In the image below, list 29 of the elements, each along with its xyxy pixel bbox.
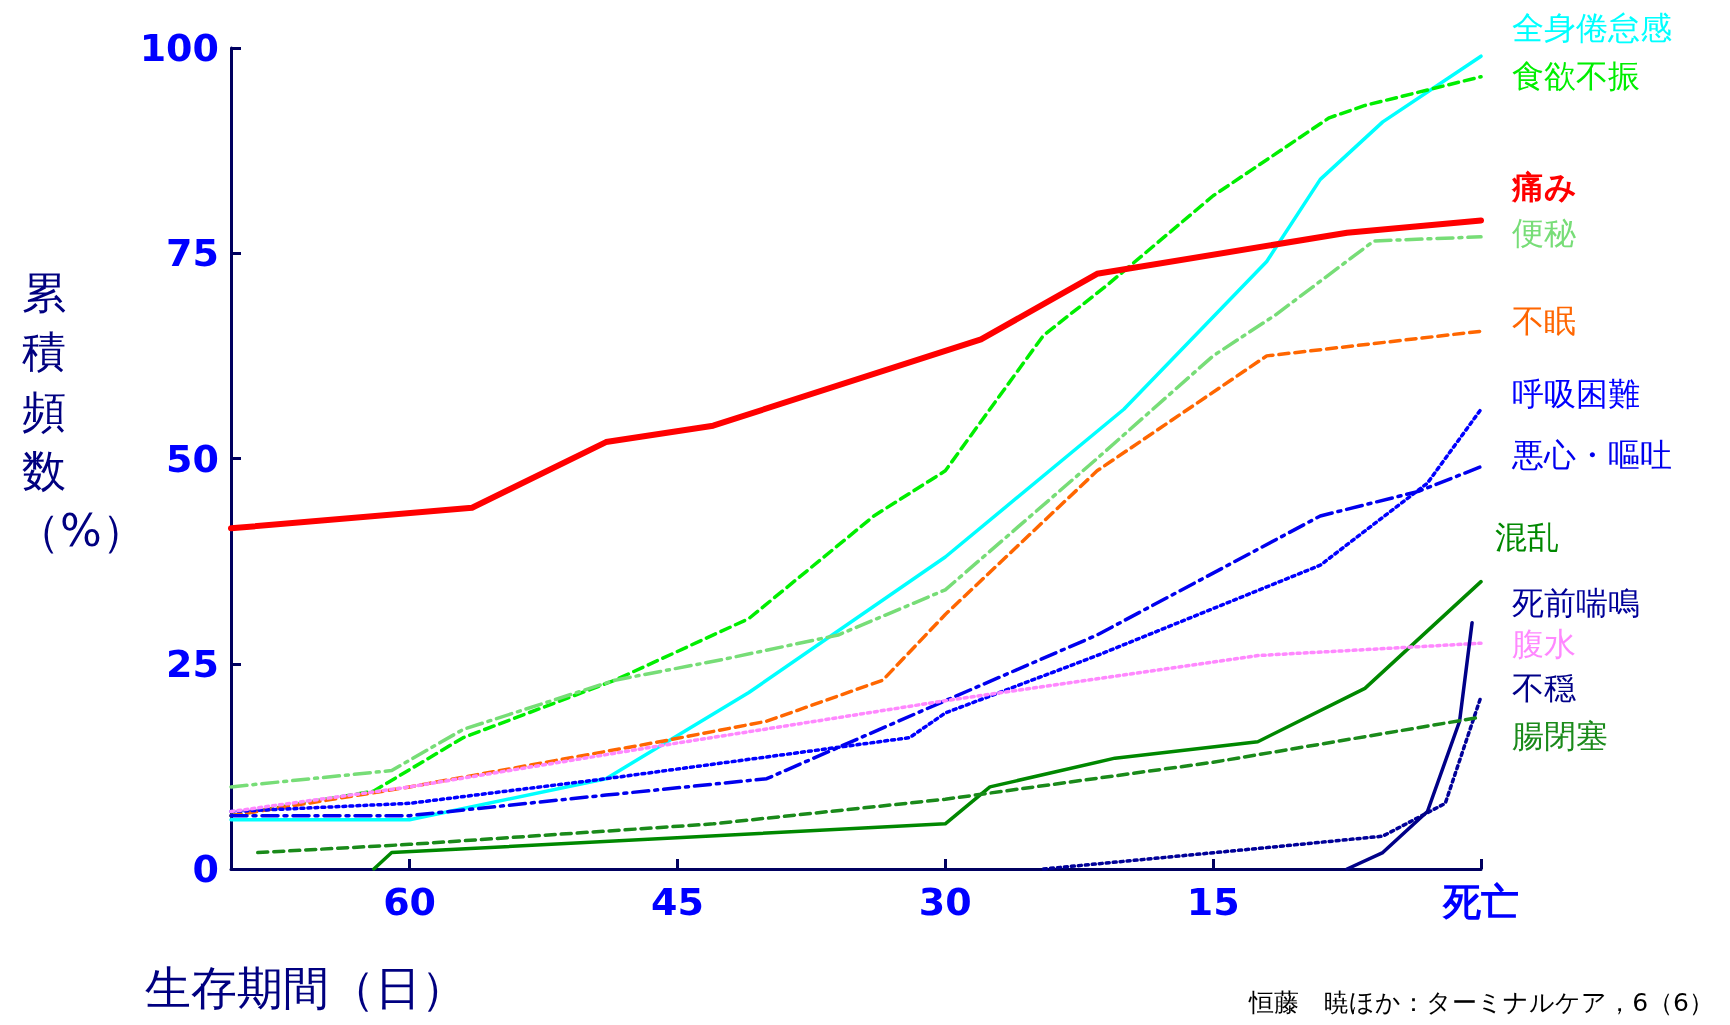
series-label: 悪心・嘔吐 <box>1512 436 1672 474</box>
x-tick-label: 45 <box>650 880 704 924</box>
series-label: 便秘 <box>1512 214 1576 252</box>
series-label: 痛み <box>1512 168 1577 206</box>
series-label: 食欲不振 <box>1512 57 1640 95</box>
x-tick-label: 死亡 <box>1442 880 1519 924</box>
line-series <box>372 579 1483 871</box>
y-tick-label: 25 <box>166 641 219 686</box>
x-axis-title: 生存期間（日） <box>145 961 467 1015</box>
text: 死前喘鳴 <box>1512 584 1640 622</box>
x-tick-label: 30 <box>918 880 972 924</box>
y-tick-label: 100 <box>139 26 219 70</box>
series-label: 腹水 <box>1512 625 1576 663</box>
y-tick-label: 50 <box>166 436 219 481</box>
series-label: 不眠 <box>1512 302 1576 340</box>
series-label: 不穏 <box>1512 669 1576 707</box>
line-series <box>229 235 1483 789</box>
y-tick-label: 75 <box>166 231 219 276</box>
series-label: 混乱 <box>1495 518 1559 556</box>
series-label: 腸閉塞 <box>1512 717 1608 755</box>
x-tick-label: 60 <box>383 880 437 924</box>
series-label: 呼吸困難 <box>1512 375 1640 413</box>
line-series <box>229 641 1483 814</box>
line-series <box>1345 620 1474 871</box>
series-label: 全身倦怠感 <box>1512 9 1672 47</box>
x-tick-label: 15 <box>1186 880 1240 924</box>
text: 恒藤 暁ほか：ターミナルケア，6（6） <box>1249 988 1714 1017</box>
y-axis-title: 累積頻数（%） <box>16 266 146 558</box>
y-tick-label: 0 <box>192 847 219 891</box>
